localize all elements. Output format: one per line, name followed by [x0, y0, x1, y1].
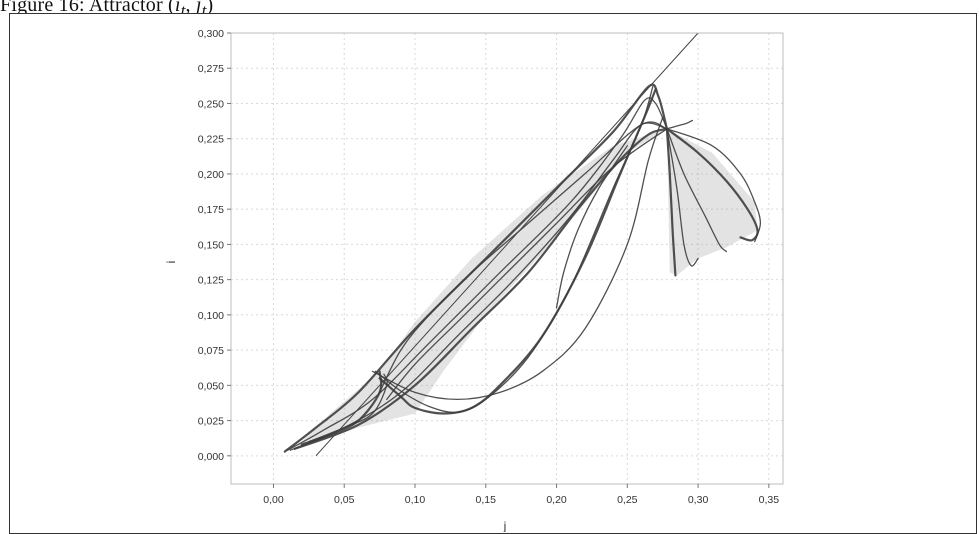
attractor-curve [555, 145, 628, 309]
x-tick-label: 0,25 [617, 494, 638, 506]
y-tick-label: 0,250 [198, 98, 224, 110]
x-tick-label: 0,15 [476, 494, 497, 506]
attractor-curve [666, 128, 762, 243]
attractor-curve [293, 127, 668, 450]
attractor-curve [666, 119, 694, 130]
x-tick-label: 0,35 [759, 494, 780, 506]
axes: 0,00 0,05 0,10 0,15 0,20 0,25 0,30 0,35 0,000 0,0… [198, 28, 784, 506]
y-tick-label: 0,000 [198, 451, 224, 463]
attractor-curve [308, 373, 388, 443]
attractor-curve [374, 85, 654, 413]
x-tick-label: 0,05 [334, 494, 355, 506]
y-tick-label: 0,225 [198, 134, 224, 146]
attractor-curve [371, 116, 664, 401]
reference-line [315, 32, 699, 457]
caption-subscript-2: t [201, 1, 207, 20]
plot-area [230, 32, 784, 485]
reference-line-layer [315, 32, 699, 457]
y-tick-label: 0,300 [198, 28, 224, 40]
attractor-curve [665, 127, 677, 277]
attractor-density-region [294, 128, 667, 449]
y-tick-label: 0,150 [198, 239, 224, 251]
caption-var-j: j [195, 0, 202, 16]
y-tick-label: 0,200 [198, 169, 224, 181]
attractor-density-regions [294, 128, 758, 449]
x-tick-label: 0,10 [405, 494, 426, 506]
y-tick-label: 0,075 [198, 345, 224, 357]
caption-var-i: i [174, 0, 181, 16]
caption-subscript-1: t [180, 1, 186, 20]
x-axis-label: j [503, 519, 507, 532]
attractor-curve [665, 127, 759, 242]
attractor-curve [666, 128, 699, 267]
y-tick-label: 0,175 [198, 204, 224, 216]
y-tick-label: 0,050 [198, 380, 224, 392]
attractor-curve [666, 128, 728, 253]
x-tick-label: 0,20 [546, 494, 567, 506]
x-tick-label: 0,00 [263, 494, 284, 506]
attractor-curves [283, 83, 762, 453]
y-tick-label: 0,025 [198, 416, 224, 428]
attractor-curve [283, 83, 668, 453]
attractor-curve [378, 121, 668, 394]
attractor-density-region [666, 128, 758, 276]
figure-frame [9, 13, 977, 534]
y-axis-label: i [164, 261, 178, 264]
attractor-curve [289, 122, 668, 451]
figure-caption: Figure 16: Attractor (it, jt) [0, 0, 213, 21]
y-tick-label: 0,100 [198, 310, 224, 322]
attractor-curve [300, 370, 383, 446]
y-tick-label: 0,275 [198, 63, 224, 75]
x-tick-label: 0,30 [688, 494, 709, 506]
y-tick-label: 0,125 [198, 275, 224, 287]
